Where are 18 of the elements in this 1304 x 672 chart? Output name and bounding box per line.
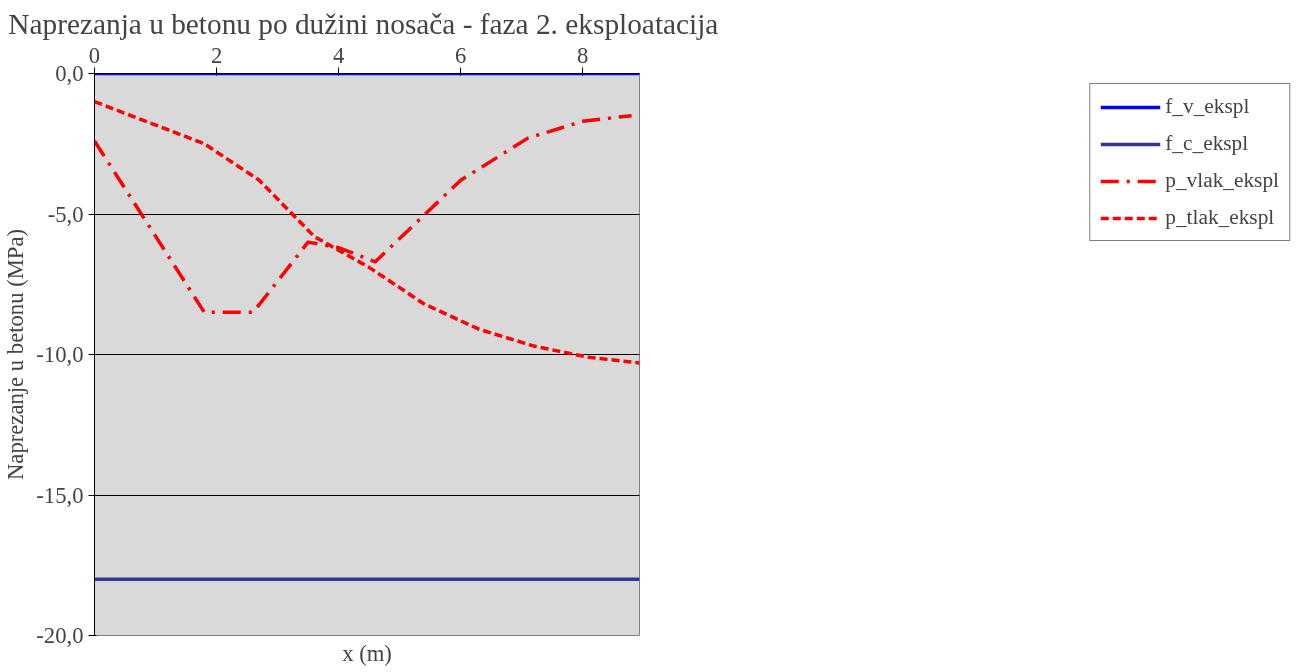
y-tick-label: -20,0 (36, 623, 84, 648)
x-tick-label: 8 (577, 42, 589, 68)
x-tick-label: 6 (455, 42, 467, 68)
legend-label: f_v_ekspl (1165, 94, 1250, 119)
legend-label: p_vlak_ekspl (1165, 168, 1279, 193)
legend-label: f_c_ekspl (1165, 131, 1249, 156)
line-series (94, 99, 640, 365)
y-tick-label: 0,0 (55, 61, 84, 86)
x-axis-title: x (m) (342, 640, 392, 666)
y-tick-label: -15,0 (36, 482, 84, 508)
y-tick-label: -10,0 (36, 342, 84, 367)
x-tick-label: 0 (88, 42, 101, 68)
y-axis-title: Naprezanje u betonu (MPa) (3, 228, 29, 481)
x-tick-label: 2 (210, 42, 223, 68)
y-tick-label: -5,0 (47, 201, 84, 227)
chart-title: Naprezanja u betonu po dužini nosača - faza 2. eksploatacija (8, 7, 719, 40)
legend-label: p_tlak_ekspl (1165, 205, 1275, 230)
x-tick-label: 4 (332, 42, 345, 68)
